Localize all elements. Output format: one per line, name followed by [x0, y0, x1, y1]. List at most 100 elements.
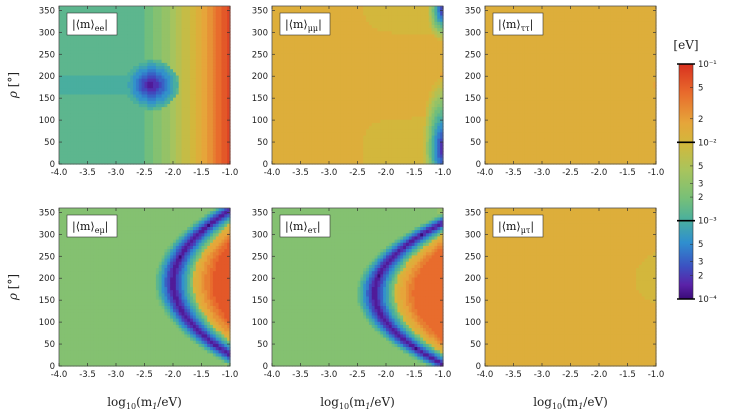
heatmap-cell [286, 59, 290, 64]
heatmap-cell [280, 53, 284, 58]
heatmap-cell [309, 94, 313, 99]
heatmap-cell [309, 100, 313, 105]
heatmap-cell [87, 9, 91, 13]
heatmap-cell [167, 132, 171, 137]
heatmap-cell [133, 66, 137, 70]
heatmap-cell [175, 75, 180, 80]
heatmap-cell [291, 78, 296, 83]
heatmap-cell [90, 72, 94, 77]
heatmap-cell [87, 47, 91, 51]
heatmap-cell [314, 53, 319, 58]
heatmap-cell [81, 122, 86, 127]
heatmap-cell [283, 47, 287, 51]
heatmap-cell [192, 113, 197, 118]
heatmap-cell [59, 157, 63, 162]
heatmap-cell [161, 151, 166, 156]
heatmap-cell [178, 154, 183, 159]
heatmap-cell [127, 141, 131, 146]
heatmap-cell [98, 34, 103, 39]
heatmap-cell [127, 122, 131, 127]
heatmap-cell [291, 69, 296, 73]
heatmap-cell [227, 145, 231, 149]
heatmap-cell [291, 53, 296, 58]
heatmap-cell [90, 43, 94, 48]
heatmap-cell [96, 88, 100, 92]
heatmap-cell [107, 94, 111, 99]
heatmap-cell [116, 151, 120, 156]
heatmap-cell [93, 126, 97, 130]
heatmap-cell [84, 122, 89, 127]
heatmap-cell [121, 126, 126, 130]
heatmap-cell [309, 97, 313, 102]
heatmap-cell [311, 43, 316, 48]
heatmap-cell [141, 91, 146, 96]
heatmap-cell [314, 107, 319, 111]
heatmap-cell [164, 97, 168, 102]
heatmap-cell [59, 129, 63, 133]
heatmap-cell [195, 88, 200, 92]
heatmap-cell [311, 6, 316, 10]
heatmap-cell [207, 103, 211, 108]
heatmap-cell [227, 122, 231, 127]
heatmap-cell [204, 88, 208, 92]
heatmap-cell [212, 119, 217, 124]
heatmap-cell [150, 31, 154, 36]
heatmap-cell [289, 157, 293, 162]
heatmap-cell [218, 91, 223, 96]
heatmap-cell [90, 148, 94, 152]
heatmap-cell [101, 72, 106, 77]
heatmap-cell [201, 148, 205, 152]
heatmap-cell [141, 116, 146, 121]
heatmap-cell [153, 59, 157, 64]
heatmap-cell [173, 148, 177, 152]
heatmap-cell [150, 122, 154, 127]
heatmap-cell [212, 91, 217, 96]
heatmap-cell [198, 88, 203, 92]
heatmap-cell [210, 116, 214, 121]
heatmap-cell [178, 103, 183, 108]
heatmap-cell [224, 12, 228, 17]
heatmap-cell [195, 135, 200, 140]
heatmap-cell [93, 9, 97, 13]
heatmap-cell [207, 9, 211, 13]
heatmap-cell [190, 88, 194, 92]
heatmap-cell [64, 50, 69, 54]
heatmap-cell [84, 43, 89, 48]
heatmap-cell [130, 151, 134, 156]
heatmap-cell [192, 107, 197, 111]
heatmap-cell [170, 47, 174, 51]
heatmap-cell [167, 37, 171, 42]
heatmap-cell [121, 47, 126, 51]
heatmap-cell [170, 122, 174, 127]
heatmap-cell [204, 103, 208, 108]
heatmap-cell [215, 75, 220, 80]
heatmap-cell [59, 21, 63, 26]
heatmap-cell [306, 138, 310, 143]
heatmap-cell [164, 66, 168, 70]
heatmap-cell [61, 113, 66, 118]
heatmap-cell [224, 119, 228, 124]
heatmap-cell [306, 97, 310, 102]
heatmap-cell [184, 43, 188, 48]
heatmap-cell [113, 157, 117, 162]
heatmap-cell [212, 40, 217, 45]
heatmap-cell [81, 126, 86, 130]
heatmap-cell [306, 141, 310, 146]
heatmap-cell [98, 110, 103, 115]
heatmap-cell [133, 91, 137, 96]
heatmap-cell [59, 78, 63, 83]
heatmap-cell [175, 81, 180, 86]
heatmap-cell [291, 91, 296, 96]
heatmap-cell [274, 145, 279, 149]
heatmap-cell [127, 69, 131, 73]
heatmap-cell [161, 66, 166, 70]
heatmap-cell [175, 62, 180, 67]
heatmap-cell [274, 129, 279, 133]
heatmap-cell [116, 24, 120, 29]
heatmap-cell [121, 37, 126, 42]
heatmap-cell [161, 12, 166, 17]
heatmap-cell [303, 81, 307, 86]
heatmap-cell [110, 151, 114, 156]
heatmap-cell [277, 157, 282, 162]
heatmap-cell [107, 75, 111, 80]
